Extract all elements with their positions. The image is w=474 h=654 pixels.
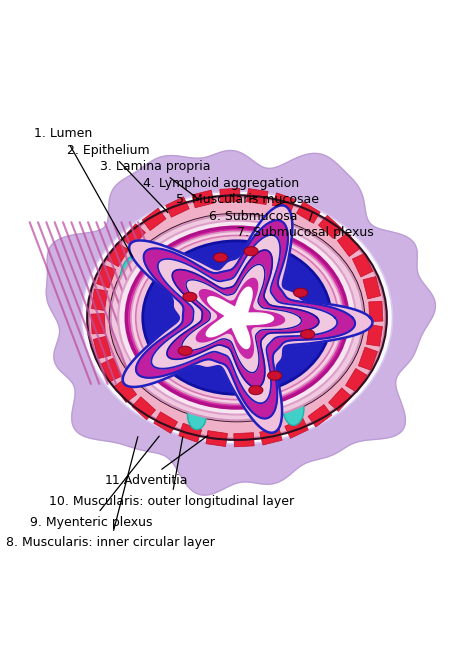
FancyBboxPatch shape (206, 430, 228, 447)
FancyBboxPatch shape (363, 277, 381, 299)
FancyBboxPatch shape (369, 301, 383, 322)
FancyBboxPatch shape (93, 336, 111, 358)
FancyBboxPatch shape (142, 208, 166, 231)
FancyBboxPatch shape (319, 215, 342, 239)
Ellipse shape (111, 215, 363, 421)
FancyBboxPatch shape (337, 233, 360, 256)
Ellipse shape (136, 235, 338, 400)
Ellipse shape (131, 232, 343, 404)
Polygon shape (206, 287, 273, 349)
Text: 6. Submucosa: 6. Submucosa (209, 202, 297, 223)
Ellipse shape (249, 386, 263, 395)
Polygon shape (182, 264, 301, 373)
FancyBboxPatch shape (220, 188, 240, 203)
FancyBboxPatch shape (179, 423, 202, 442)
FancyBboxPatch shape (352, 253, 373, 277)
Ellipse shape (178, 346, 192, 355)
Polygon shape (167, 250, 319, 388)
FancyBboxPatch shape (91, 289, 108, 311)
Text: 4. Lymphoid aggregation: 4. Lymphoid aggregation (143, 177, 299, 197)
FancyBboxPatch shape (114, 379, 137, 402)
FancyBboxPatch shape (272, 193, 295, 212)
Polygon shape (196, 279, 284, 358)
Ellipse shape (301, 330, 315, 339)
Ellipse shape (89, 196, 385, 439)
Ellipse shape (118, 220, 356, 415)
FancyBboxPatch shape (154, 412, 178, 434)
FancyBboxPatch shape (296, 202, 320, 223)
Ellipse shape (126, 227, 348, 408)
FancyBboxPatch shape (246, 188, 268, 205)
Text: 1. Lumen: 1. Lumen (35, 128, 133, 257)
Polygon shape (46, 150, 436, 495)
Ellipse shape (293, 288, 308, 298)
Ellipse shape (268, 371, 282, 380)
FancyBboxPatch shape (308, 405, 332, 427)
Ellipse shape (213, 253, 228, 262)
FancyBboxPatch shape (358, 347, 377, 370)
Ellipse shape (244, 247, 258, 256)
Text: 8. Muscularis: inner circular layer: 8. Muscularis: inner circular layer (6, 437, 215, 549)
Text: 9. Myenteric plexus: 9. Myenteric plexus (30, 436, 159, 528)
Text: 2. Epithelium: 2. Epithelium (67, 144, 168, 213)
Ellipse shape (183, 292, 197, 301)
Ellipse shape (82, 191, 392, 444)
FancyBboxPatch shape (285, 418, 308, 438)
FancyBboxPatch shape (366, 324, 383, 346)
Polygon shape (136, 220, 355, 419)
Text: 3. Lamina propria: 3. Lamina propria (100, 160, 211, 199)
Ellipse shape (317, 264, 346, 309)
FancyBboxPatch shape (260, 428, 282, 445)
FancyBboxPatch shape (91, 313, 105, 334)
Ellipse shape (283, 392, 304, 425)
FancyBboxPatch shape (346, 368, 367, 392)
Ellipse shape (120, 255, 151, 305)
Text: 10. Muscularis: outer longitudinal layer: 10. Muscularis: outer longitudinal layer (48, 437, 293, 508)
Text: 11.Adventitia: 11.Adventitia (105, 436, 208, 487)
Polygon shape (123, 205, 373, 433)
FancyBboxPatch shape (166, 197, 189, 217)
FancyBboxPatch shape (192, 190, 214, 208)
Polygon shape (151, 235, 337, 404)
FancyBboxPatch shape (122, 224, 146, 247)
Text: 7. Submucosal plexus: 7. Submucosal plexus (237, 213, 374, 239)
FancyBboxPatch shape (97, 265, 116, 288)
FancyBboxPatch shape (101, 358, 122, 382)
Ellipse shape (143, 241, 331, 394)
FancyBboxPatch shape (132, 397, 155, 420)
FancyBboxPatch shape (234, 433, 254, 447)
Text: 5. Muscularis mucosae: 5. Muscularis mucosae (176, 194, 319, 206)
Ellipse shape (188, 400, 206, 430)
FancyBboxPatch shape (328, 388, 352, 411)
FancyBboxPatch shape (107, 243, 128, 267)
